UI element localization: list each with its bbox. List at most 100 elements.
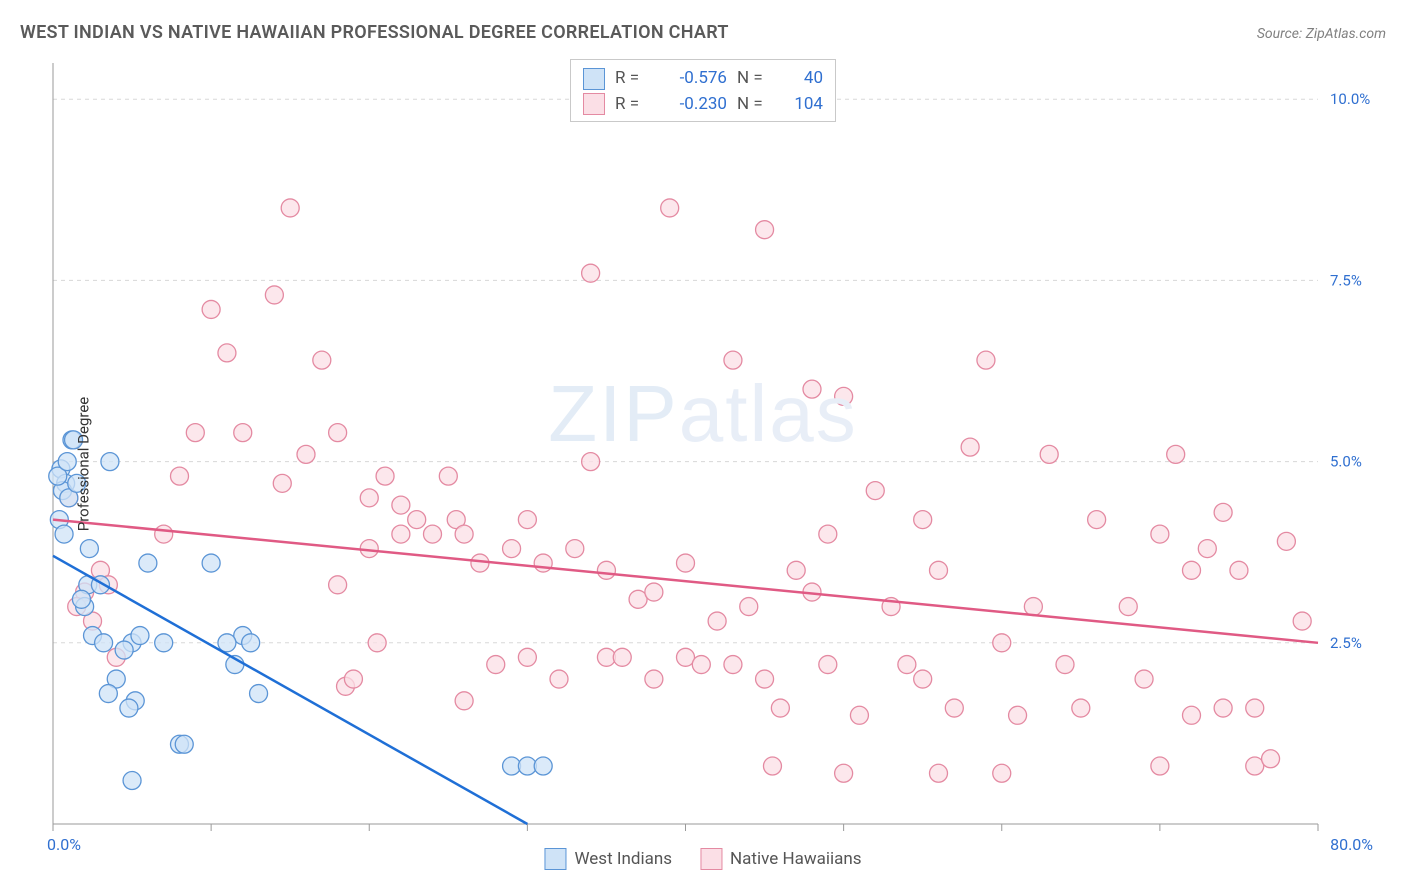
data-point [740, 598, 758, 616]
data-point [1198, 540, 1216, 558]
data-point [234, 424, 252, 442]
data-point [850, 706, 868, 724]
data-point [99, 685, 117, 703]
legend-swatch [700, 848, 722, 870]
data-point [930, 764, 948, 782]
data-point [661, 199, 679, 217]
data-point [424, 525, 442, 543]
data-point [1151, 525, 1169, 543]
data-point [771, 699, 789, 717]
data-point [756, 670, 774, 688]
data-point [455, 692, 473, 710]
data-point [1230, 561, 1248, 579]
data-point [155, 525, 173, 543]
legend-r-label: R = [615, 66, 647, 92]
data-point [914, 670, 932, 688]
data-point [1056, 656, 1074, 674]
legend-swatch [544, 848, 566, 870]
data-point [313, 351, 331, 369]
y-tick-label: 10.0% [1330, 90, 1370, 108]
data-point [95, 634, 113, 652]
data-point [101, 453, 119, 471]
data-point [1119, 598, 1137, 616]
y-tick-label: 2.5% [1330, 634, 1362, 652]
data-point [218, 634, 236, 652]
data-point [273, 474, 291, 492]
y-tick-label: 7.5% [1330, 271, 1362, 289]
legend-r-label: R = [615, 92, 647, 118]
data-point [171, 467, 189, 485]
data-point [175, 735, 193, 753]
data-point [945, 699, 963, 717]
data-point [376, 467, 394, 485]
data-point [392, 496, 410, 514]
data-point [344, 670, 362, 688]
data-point [677, 554, 695, 572]
data-point [534, 554, 552, 572]
data-point [120, 699, 138, 717]
scatter-plot: 2.5%5.0%7.5%10.0%0.0%80.0% [18, 55, 1388, 872]
data-point [518, 648, 536, 666]
correlation-legend: R = -0.576 N = 40 R = -0.230 N = 104 [570, 59, 836, 122]
legend-item: Native Hawaiians [700, 848, 862, 870]
source-attribution: Source: ZipAtlas.com [1257, 26, 1386, 42]
data-point [534, 757, 552, 775]
legend-n-value: 40 [779, 66, 823, 92]
legend-item: West Indians [544, 848, 672, 870]
data-point [503, 540, 521, 558]
data-point [139, 554, 157, 572]
data-point [582, 264, 600, 282]
data-point [297, 445, 315, 463]
data-point [645, 583, 663, 601]
data-point [1135, 670, 1153, 688]
data-point [281, 199, 299, 217]
data-point [1009, 706, 1027, 724]
data-point [724, 351, 742, 369]
data-point [218, 344, 236, 362]
data-point [1214, 699, 1232, 717]
data-point [582, 453, 600, 471]
data-point [1183, 561, 1201, 579]
data-point [961, 438, 979, 456]
chart-container: Professional Degree ZIPatlas 2.5%5.0%7.5… [18, 55, 1388, 872]
data-point [787, 561, 805, 579]
chart-title: WEST INDIAN VS NATIVE HAWAIIAN PROFESSIO… [20, 22, 729, 43]
data-point [487, 656, 505, 674]
legend-swatch [583, 93, 605, 115]
data-point [1167, 445, 1185, 463]
data-point [329, 424, 347, 442]
data-point [250, 685, 268, 703]
data-point [360, 489, 378, 507]
data-point [597, 561, 615, 579]
legend-swatch [583, 68, 605, 90]
data-point [455, 525, 473, 543]
legend-r-value: -0.576 [657, 66, 727, 92]
data-point [408, 511, 426, 529]
data-point [835, 387, 853, 405]
data-point [115, 641, 133, 659]
data-point [763, 757, 781, 775]
data-point [439, 467, 457, 485]
x-max-label: 80.0% [1330, 835, 1373, 854]
legend-r-value: -0.230 [657, 92, 727, 118]
data-point [1277, 532, 1295, 550]
data-point [55, 525, 73, 543]
data-point [329, 576, 347, 594]
data-point [1151, 757, 1169, 775]
data-point [692, 656, 710, 674]
data-point [1024, 598, 1042, 616]
data-point [123, 772, 141, 790]
legend-label: West Indians [574, 849, 672, 869]
data-point [566, 540, 584, 558]
data-point [242, 634, 260, 652]
data-point [550, 670, 568, 688]
data-point [1246, 699, 1264, 717]
data-point [993, 764, 1011, 782]
legend-n-value: 104 [779, 92, 823, 118]
data-point [265, 286, 283, 304]
data-point [1040, 445, 1058, 463]
data-point [756, 221, 774, 239]
data-point [1262, 750, 1280, 768]
data-point [1088, 511, 1106, 529]
data-point [202, 300, 220, 318]
